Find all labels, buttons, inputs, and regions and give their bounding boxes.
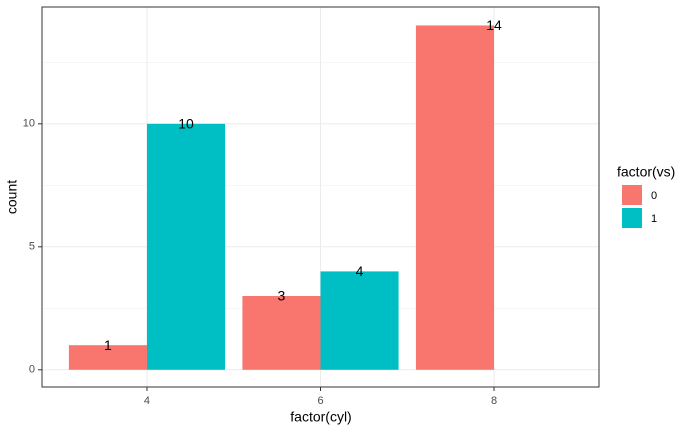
legend-title: factor(vs) (617, 164, 675, 180)
data-label: 3 (278, 288, 286, 304)
x-axis-title: factor(cyl) (290, 409, 351, 425)
bar (146, 123, 226, 370)
legend-label: 0 (651, 190, 657, 202)
data-label: 1 (104, 337, 112, 353)
x-tick-label: 6 (317, 395, 323, 407)
x-tick-label: 8 (491, 395, 497, 407)
legend-label: 1 (651, 213, 657, 225)
bar (242, 295, 321, 370)
bar (415, 25, 495, 370)
data-label: 14 (486, 17, 502, 33)
y-tick-label: 0 (29, 364, 35, 376)
panel-border (41, 6, 600, 388)
x-tick-label: 4 (144, 395, 150, 407)
y-tick-label: 10 (23, 118, 35, 130)
data-label: 10 (178, 116, 194, 132)
legend-key (622, 185, 642, 205)
data-label: 4 (356, 263, 364, 279)
legend-key (622, 208, 642, 228)
bar (320, 271, 399, 370)
bar (68, 345, 147, 370)
y-tick-label: 5 (29, 241, 35, 253)
y-axis-title: count (4, 180, 20, 214)
